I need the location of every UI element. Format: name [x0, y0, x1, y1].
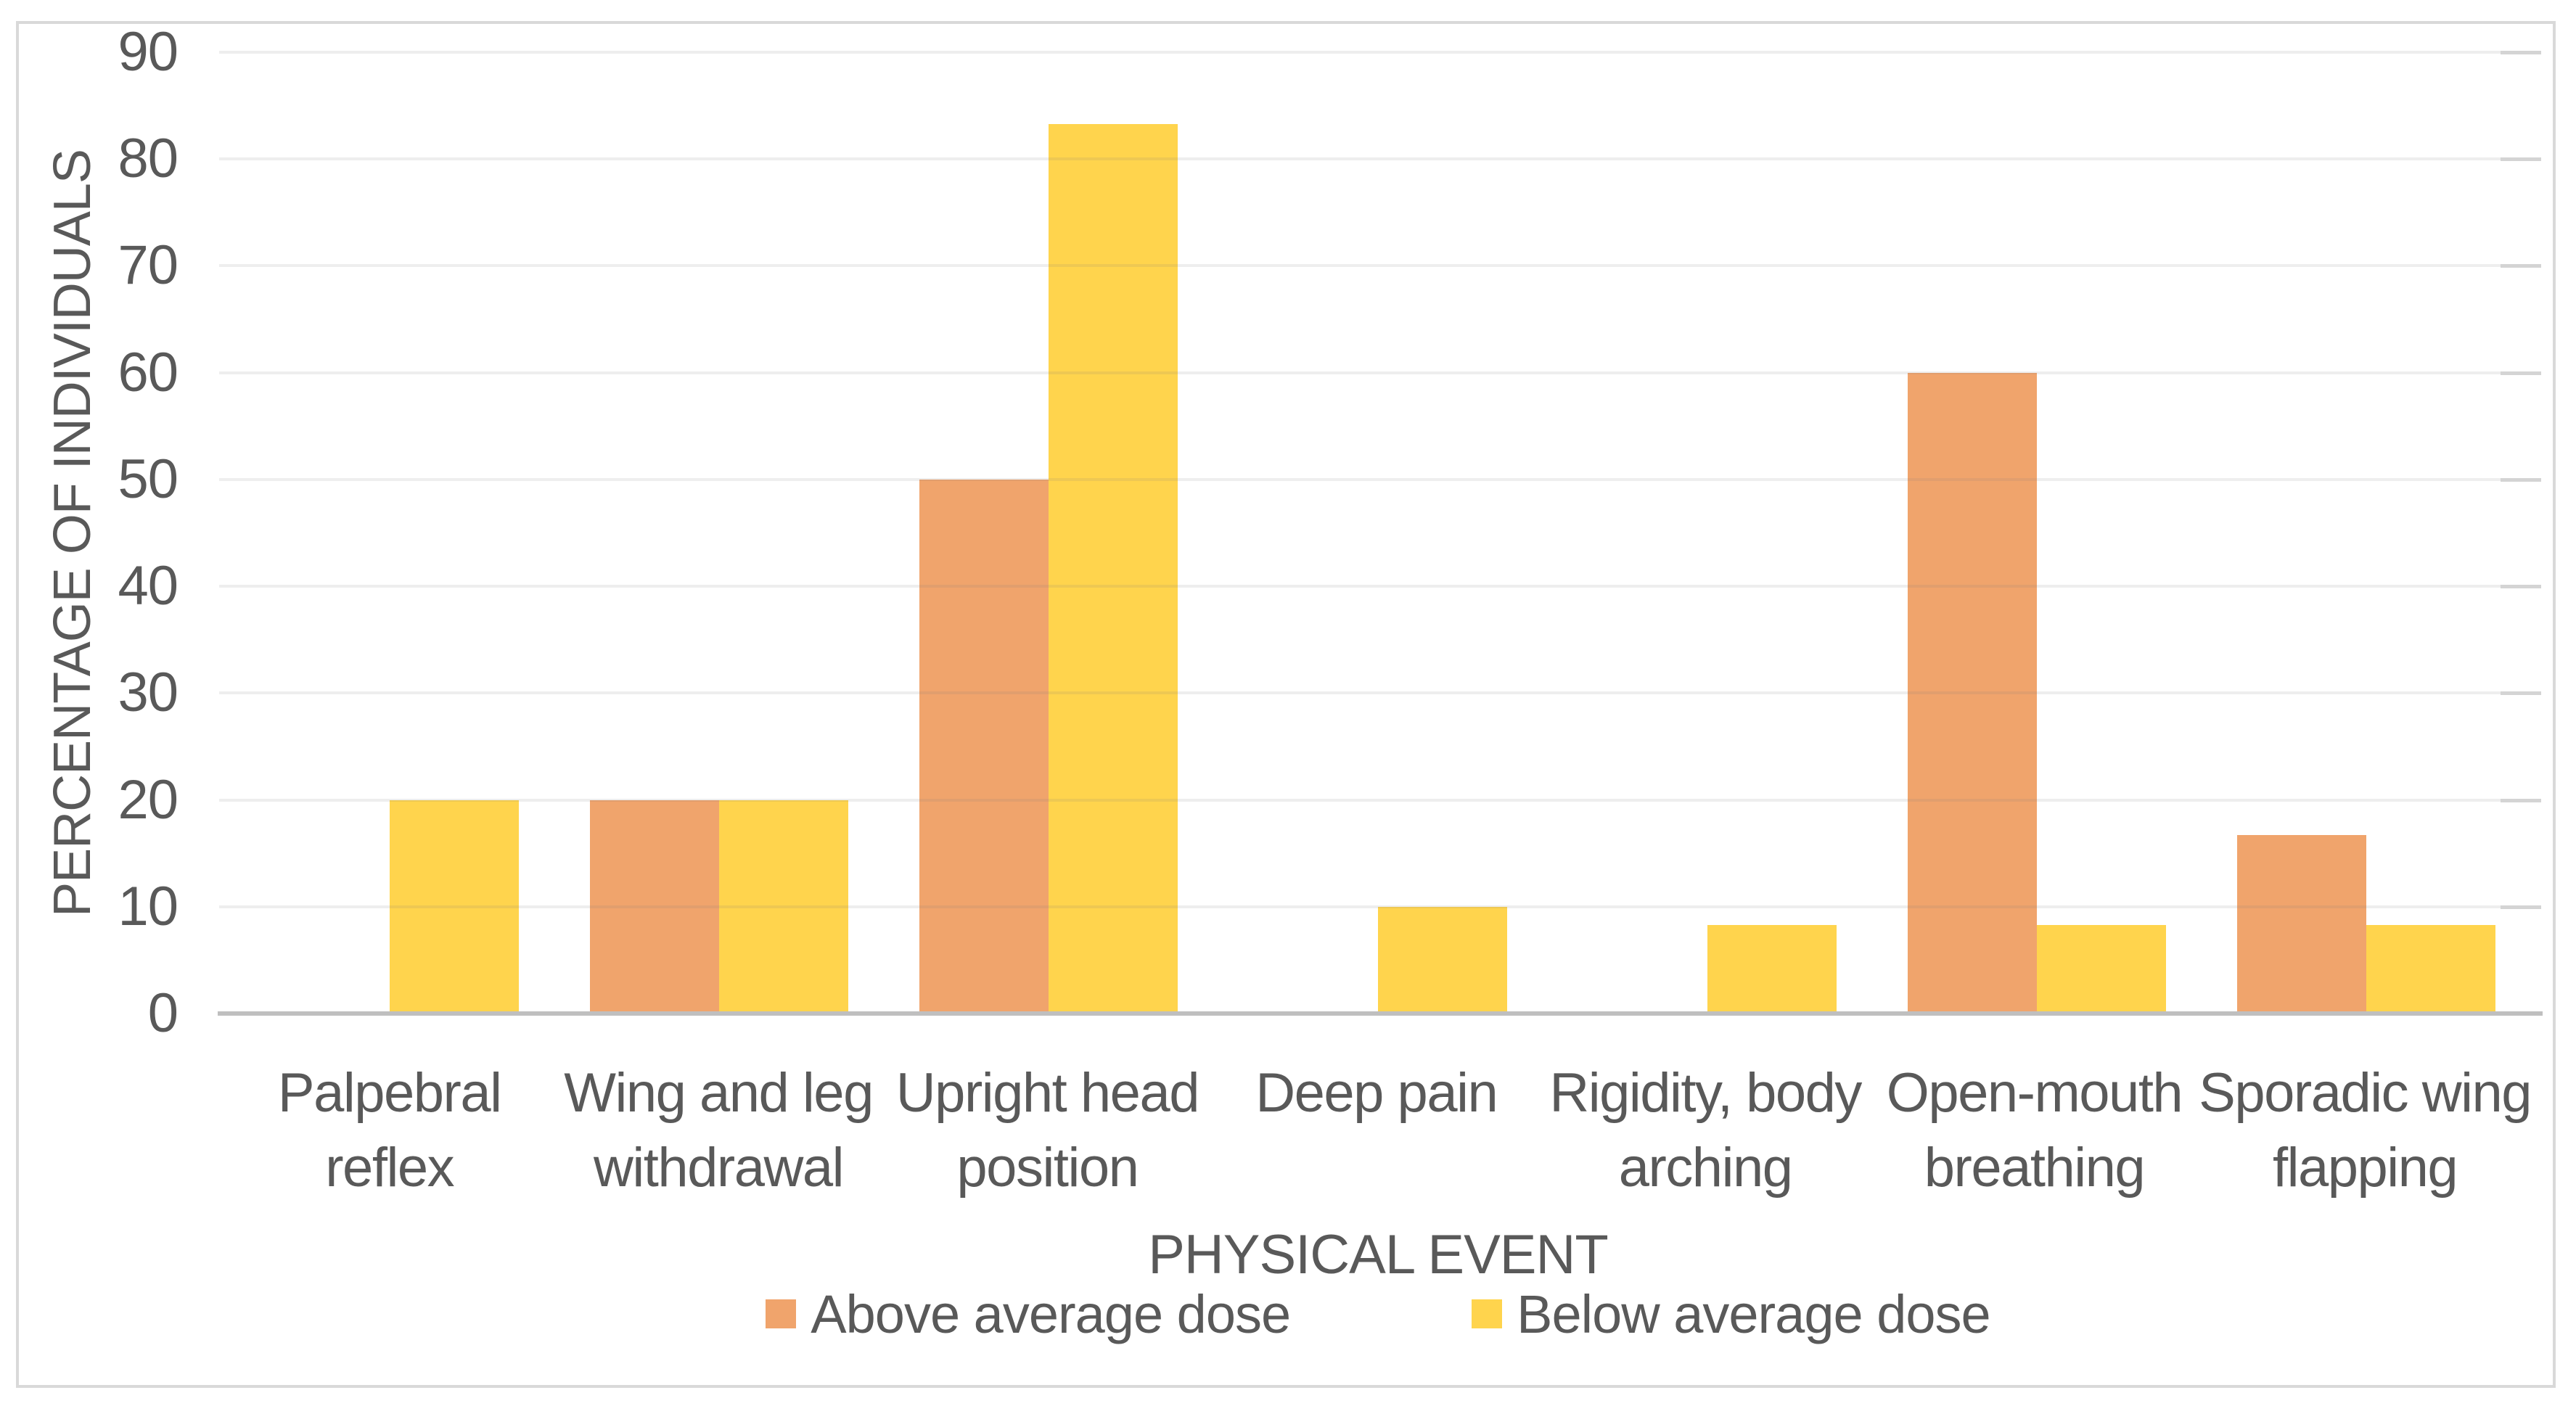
- gridline-50: [219, 478, 2505, 481]
- bar-below-average-dose-palpebral-reflex: [390, 800, 519, 1014]
- bar-below-average-dose-sporadic-wing-flapping: [2366, 925, 2495, 1014]
- bar-above-average-dose-wing-and-leg-withdrawal: [590, 800, 719, 1014]
- y-tick-label-90: 90: [118, 21, 179, 83]
- bar-below-average-dose-rigidity-body-arching: [1707, 925, 1837, 1014]
- bar-above-average-dose-upright-head-position: [919, 480, 1049, 1014]
- bar-group-open-mouth-breathing: [1872, 52, 2202, 1014]
- gridline-90: [219, 51, 2505, 54]
- axis-tick-20: [2501, 799, 2541, 802]
- chart-border-frame: [16, 21, 2556, 1388]
- bar-group-upright-head-position: [884, 52, 1213, 1014]
- bar-above-average-dose-open-mouth-breathing: [1908, 373, 2037, 1014]
- bar-above-average-dose-sporadic-wing-flapping: [2237, 835, 2366, 1014]
- axis-tick-30: [2501, 691, 2541, 695]
- gridline-70: [219, 264, 2505, 267]
- y-tick-label-50: 50: [118, 448, 179, 510]
- y-tick-label-80: 80: [118, 128, 179, 189]
- bars-layer: [225, 52, 2531, 1014]
- bar-below-average-dose-deep-pain: [1378, 907, 1507, 1014]
- axis-tick-70: [2501, 264, 2541, 268]
- bar-below-average-dose-upright-head-position: [1049, 124, 1178, 1014]
- gridline-80: [219, 157, 2505, 160]
- bar-group-sporadic-wing-flapping: [2202, 52, 2531, 1014]
- legend-label-above-average-dose: Above average dose: [811, 1283, 1291, 1344]
- legend: Above average dose Below average dose: [225, 1281, 2531, 1347]
- bar-group-deep-pain: [1213, 52, 1543, 1014]
- axis-tick-80: [2501, 157, 2541, 161]
- x-axis-title: PHYSICAL EVENT: [1148, 1224, 1609, 1286]
- gridline-60: [219, 371, 2505, 374]
- y-tick-label-10: 10: [118, 876, 179, 937]
- axis-tick-40: [2501, 585, 2541, 588]
- axis-tick-10: [2501, 905, 2541, 909]
- bar-group-rigidity-body-arching: [1543, 52, 1872, 1014]
- gridline-20: [219, 799, 2505, 802]
- axis-tick-60: [2501, 371, 2541, 375]
- x-axis-line: [218, 1011, 2543, 1016]
- category-label-open-mouth-breathing: Open-mouth breathing: [1886, 1062, 2183, 1199]
- bar-group-palpebral-reflex: [225, 52, 554, 1014]
- y-tick-label-30: 30: [118, 662, 179, 723]
- y-tick-label-20: 20: [118, 769, 179, 831]
- gridline-40: [219, 585, 2505, 588]
- legend-swatch-above-average-dose: [766, 1299, 797, 1328]
- bar-group-wing-and-leg-withdrawal: [554, 52, 884, 1014]
- bar-below-average-dose-open-mouth-breathing: [2037, 925, 2166, 1014]
- category-labels: Palpebral reflex Wing and leg withdrawal U…: [225, 1056, 2532, 1205]
- axis-tick-50: [2501, 478, 2541, 482]
- axis-tick-90: [2501, 51, 2541, 54]
- legend-item-above-average-dose: Above average dose: [766, 1283, 1291, 1345]
- gridline-30: [219, 691, 2505, 694]
- category-label-deep-pain: Deep pain: [1255, 1062, 1498, 1124]
- bar-below-average-dose-wing-and-leg-withdrawal: [719, 800, 848, 1014]
- category-label-wing-and-leg-withdrawal: Wing and leg withdrawal: [564, 1062, 874, 1199]
- category-label-sporadic-wing-flapping: Sporadic wing flapping: [2199, 1062, 2532, 1199]
- legend-swatch-below-average-dose: [1472, 1299, 1503, 1328]
- legend-label-below-average-dose: Below average dose: [1517, 1283, 1991, 1344]
- y-tick-label-70: 70: [118, 234, 179, 296]
- y-tick-label-60: 60: [118, 342, 179, 403]
- legend-item-below-average-dose: Below average dose: [1472, 1283, 1991, 1345]
- category-label-palpebral-reflex: Palpebral reflex: [277, 1062, 502, 1199]
- gridline-10: [219, 905, 2505, 908]
- y-axis-tick-labels: 0 10 20 30 40 50 60 70 80 90: [0, 21, 179, 1044]
- category-label-rigidity-body-arching: Rigidity, body arching: [1549, 1062, 1862, 1199]
- plot-area: [218, 51, 2543, 1016]
- y-tick-label-0: 0: [147, 982, 179, 1044]
- category-label-upright-head-position: Upright head position: [895, 1062, 1200, 1199]
- y-tick-label-40: 40: [118, 555, 179, 617]
